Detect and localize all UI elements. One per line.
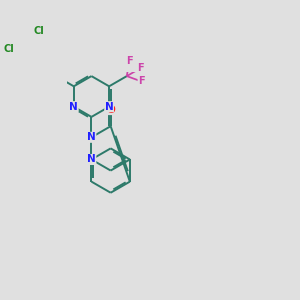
Text: N: N [87, 154, 96, 164]
Text: F: F [126, 56, 133, 66]
Text: Cl: Cl [34, 26, 45, 36]
Text: N: N [69, 102, 78, 112]
Text: F: F [138, 76, 145, 86]
Text: O: O [106, 105, 115, 115]
Text: Cl: Cl [4, 44, 14, 54]
Text: F: F [137, 63, 143, 73]
Text: N: N [105, 102, 113, 112]
Text: N: N [87, 132, 96, 142]
